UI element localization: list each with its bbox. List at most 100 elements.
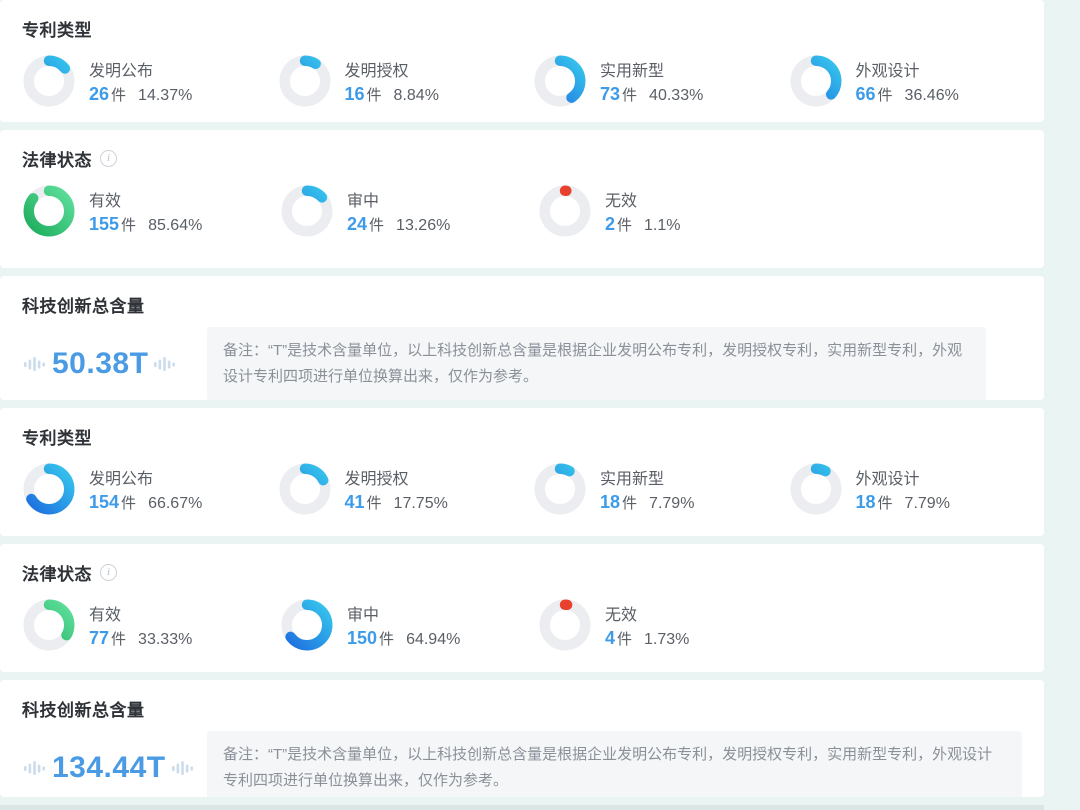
stat-percent: 17.75% xyxy=(393,495,448,512)
stat-item-invention-publication: 发明公布 154 件 66.67% xyxy=(22,462,278,516)
metric-value-block: 50.38T xyxy=(22,347,207,381)
stat-label: 外观设计 xyxy=(855,63,920,80)
section-title: 科技创新总含量 xyxy=(22,297,145,316)
stat-item-invention-grant: 发明授权 41 件 17.75% xyxy=(278,462,534,516)
metric-value-block: 134.44T xyxy=(22,751,207,785)
stat-label: 发明公布 xyxy=(89,63,154,80)
stat-unit: 件 xyxy=(121,495,137,512)
stat-count: 24 xyxy=(347,214,368,234)
donut-chart xyxy=(281,185,333,237)
stat-percent: 7.79% xyxy=(904,495,950,512)
stat-unit: 件 xyxy=(877,87,893,104)
stat-percent: 14.37% xyxy=(138,87,193,104)
stat-count: 4 xyxy=(605,628,616,648)
stat-percent: 66.67% xyxy=(148,495,203,512)
stat-count: 155 xyxy=(89,214,120,234)
stat-unit: 件 xyxy=(111,631,127,648)
stat-unit: 件 xyxy=(622,495,638,512)
donut-chart xyxy=(23,463,75,515)
metric-row: 134.44T 备注：“T”是技术含量单位，以上科技创新总含量是根据企业发明公布… xyxy=(22,731,1022,797)
stats-row: 有效 155 件 85.64% 审中 24 件 13.26% xyxy=(22,184,1044,238)
metric-value: 134.44T xyxy=(52,751,166,785)
donut-chart xyxy=(23,55,75,107)
stat-item-invention-grant: 发明授权 16 件 8.84% xyxy=(278,54,534,108)
metric-note: 备注：“T”是技术含量单位，以上科技创新总含量是根据企业发明公布专利，发明授权专… xyxy=(207,731,1022,797)
section-title: 专利类型 xyxy=(22,429,92,448)
legal-status-card-2: 法律状态 i 有效 77 件 33.33% 审中 xyxy=(0,544,1044,672)
donut-chart xyxy=(281,599,333,651)
stat-percent: 8.84% xyxy=(393,87,439,104)
stat-item-design: 外观设计 18 件 7.79% xyxy=(789,462,1045,516)
stat-unit: 件 xyxy=(369,217,385,234)
stat-count: 2 xyxy=(605,214,616,234)
stat-percent: 13.26% xyxy=(396,217,451,234)
donut-chart xyxy=(534,55,586,107)
metric-value: 50.38T xyxy=(52,347,149,381)
stat-count: 18 xyxy=(855,492,876,512)
stat-unit: 件 xyxy=(121,217,137,234)
stat-percent: 36.46% xyxy=(904,87,959,104)
stat-unit: 件 xyxy=(622,87,638,104)
stat-unit: 件 xyxy=(366,87,382,104)
stat-label: 实用新型 xyxy=(600,471,665,488)
stat-percent: 1.73% xyxy=(644,631,690,648)
wave-icon xyxy=(171,761,193,776)
patent-type-card-1: 专利类型 发明公布 26 件 14.37% 发明授权 xyxy=(0,0,1044,122)
bottom-strip xyxy=(0,805,1044,810)
stat-label: 审中 xyxy=(347,607,380,624)
stat-label: 无效 xyxy=(605,607,638,624)
info-icon[interactable]: i xyxy=(100,150,117,167)
stat-percent: 40.33% xyxy=(649,87,704,104)
stat-unit: 件 xyxy=(617,217,633,234)
stat-percent: 7.79% xyxy=(649,495,695,512)
stat-count: 77 xyxy=(89,628,110,648)
stat-count: 41 xyxy=(344,492,365,512)
stat-percent: 64.94% xyxy=(406,631,461,648)
tech-innovation-card-1: 科技创新总含量 50.38T 备注：“T”是技术含量单位，以上科技创新总含量是根… xyxy=(0,276,1044,400)
section-title: 专利类型 xyxy=(22,21,92,40)
stat-label: 外观设计 xyxy=(855,471,920,488)
stat-item-invention-publication: 发明公布 26 件 14.37% xyxy=(22,54,278,108)
stat-count: 66 xyxy=(855,84,876,104)
section-title: 科技创新总含量 xyxy=(22,701,145,720)
stat-count: 16 xyxy=(344,84,365,104)
stat-item-invalid: 无效 2 件 1.1% xyxy=(538,184,796,238)
wave-icon xyxy=(154,357,176,372)
stat-item-utility-model: 实用新型 73 件 40.33% xyxy=(533,54,789,108)
metric-row: 50.38T 备注：“T”是技术含量单位，以上科技创新总含量是根据企业发明公布专… xyxy=(22,327,986,400)
stat-label: 实用新型 xyxy=(600,63,665,80)
stat-label: 有效 xyxy=(89,607,122,624)
stat-label: 发明授权 xyxy=(344,471,409,488)
stat-label: 发明授权 xyxy=(344,63,409,80)
section-title: 法律状态 xyxy=(22,565,92,584)
stat-item-pending: 审中 24 件 13.26% xyxy=(280,184,538,238)
stat-label: 有效 xyxy=(89,193,122,210)
stat-count: 150 xyxy=(347,628,378,648)
stat-item-design: 外观设计 66 件 36.46% xyxy=(789,54,1045,108)
stat-percent: 1.1% xyxy=(644,217,681,234)
stats-row: 发明公布 154 件 66.67% 发明授权 41 件 17.75% xyxy=(22,462,1044,516)
stat-item-utility-model: 实用新型 18 件 7.79% xyxy=(533,462,789,516)
info-icon[interactable]: i xyxy=(100,564,117,581)
stat-item-valid: 有效 77 件 33.33% xyxy=(22,598,280,652)
donut-chart xyxy=(279,55,330,107)
donut-chart xyxy=(790,55,841,107)
stat-label: 审中 xyxy=(347,193,380,210)
stat-percent: 33.33% xyxy=(138,631,193,648)
stat-unit: 件 xyxy=(617,631,633,648)
stat-unit: 件 xyxy=(366,495,382,512)
donut-chart xyxy=(539,599,591,651)
stat-unit: 件 xyxy=(379,631,395,648)
donut-chart xyxy=(539,185,591,237)
stat-label: 无效 xyxy=(605,193,638,210)
stat-label: 发明公布 xyxy=(89,471,154,488)
stat-unit: 件 xyxy=(877,495,893,512)
metric-note: 备注：“T”是技术含量单位，以上科技创新总含量是根据企业发明公布专利，发明授权专… xyxy=(207,327,986,400)
stats-row: 有效 77 件 33.33% 审中 150 件 64.94% xyxy=(22,598,1044,652)
stat-item-valid: 有效 155 件 85.64% xyxy=(22,184,280,238)
stat-percent: 85.64% xyxy=(148,217,203,234)
tech-innovation-card-2: 科技创新总含量 134.44T 备注：“T”是技术含量单位，以上科技创新总含量是… xyxy=(0,680,1044,797)
section-title: 法律状态 xyxy=(22,151,92,170)
donut-chart xyxy=(23,599,75,651)
